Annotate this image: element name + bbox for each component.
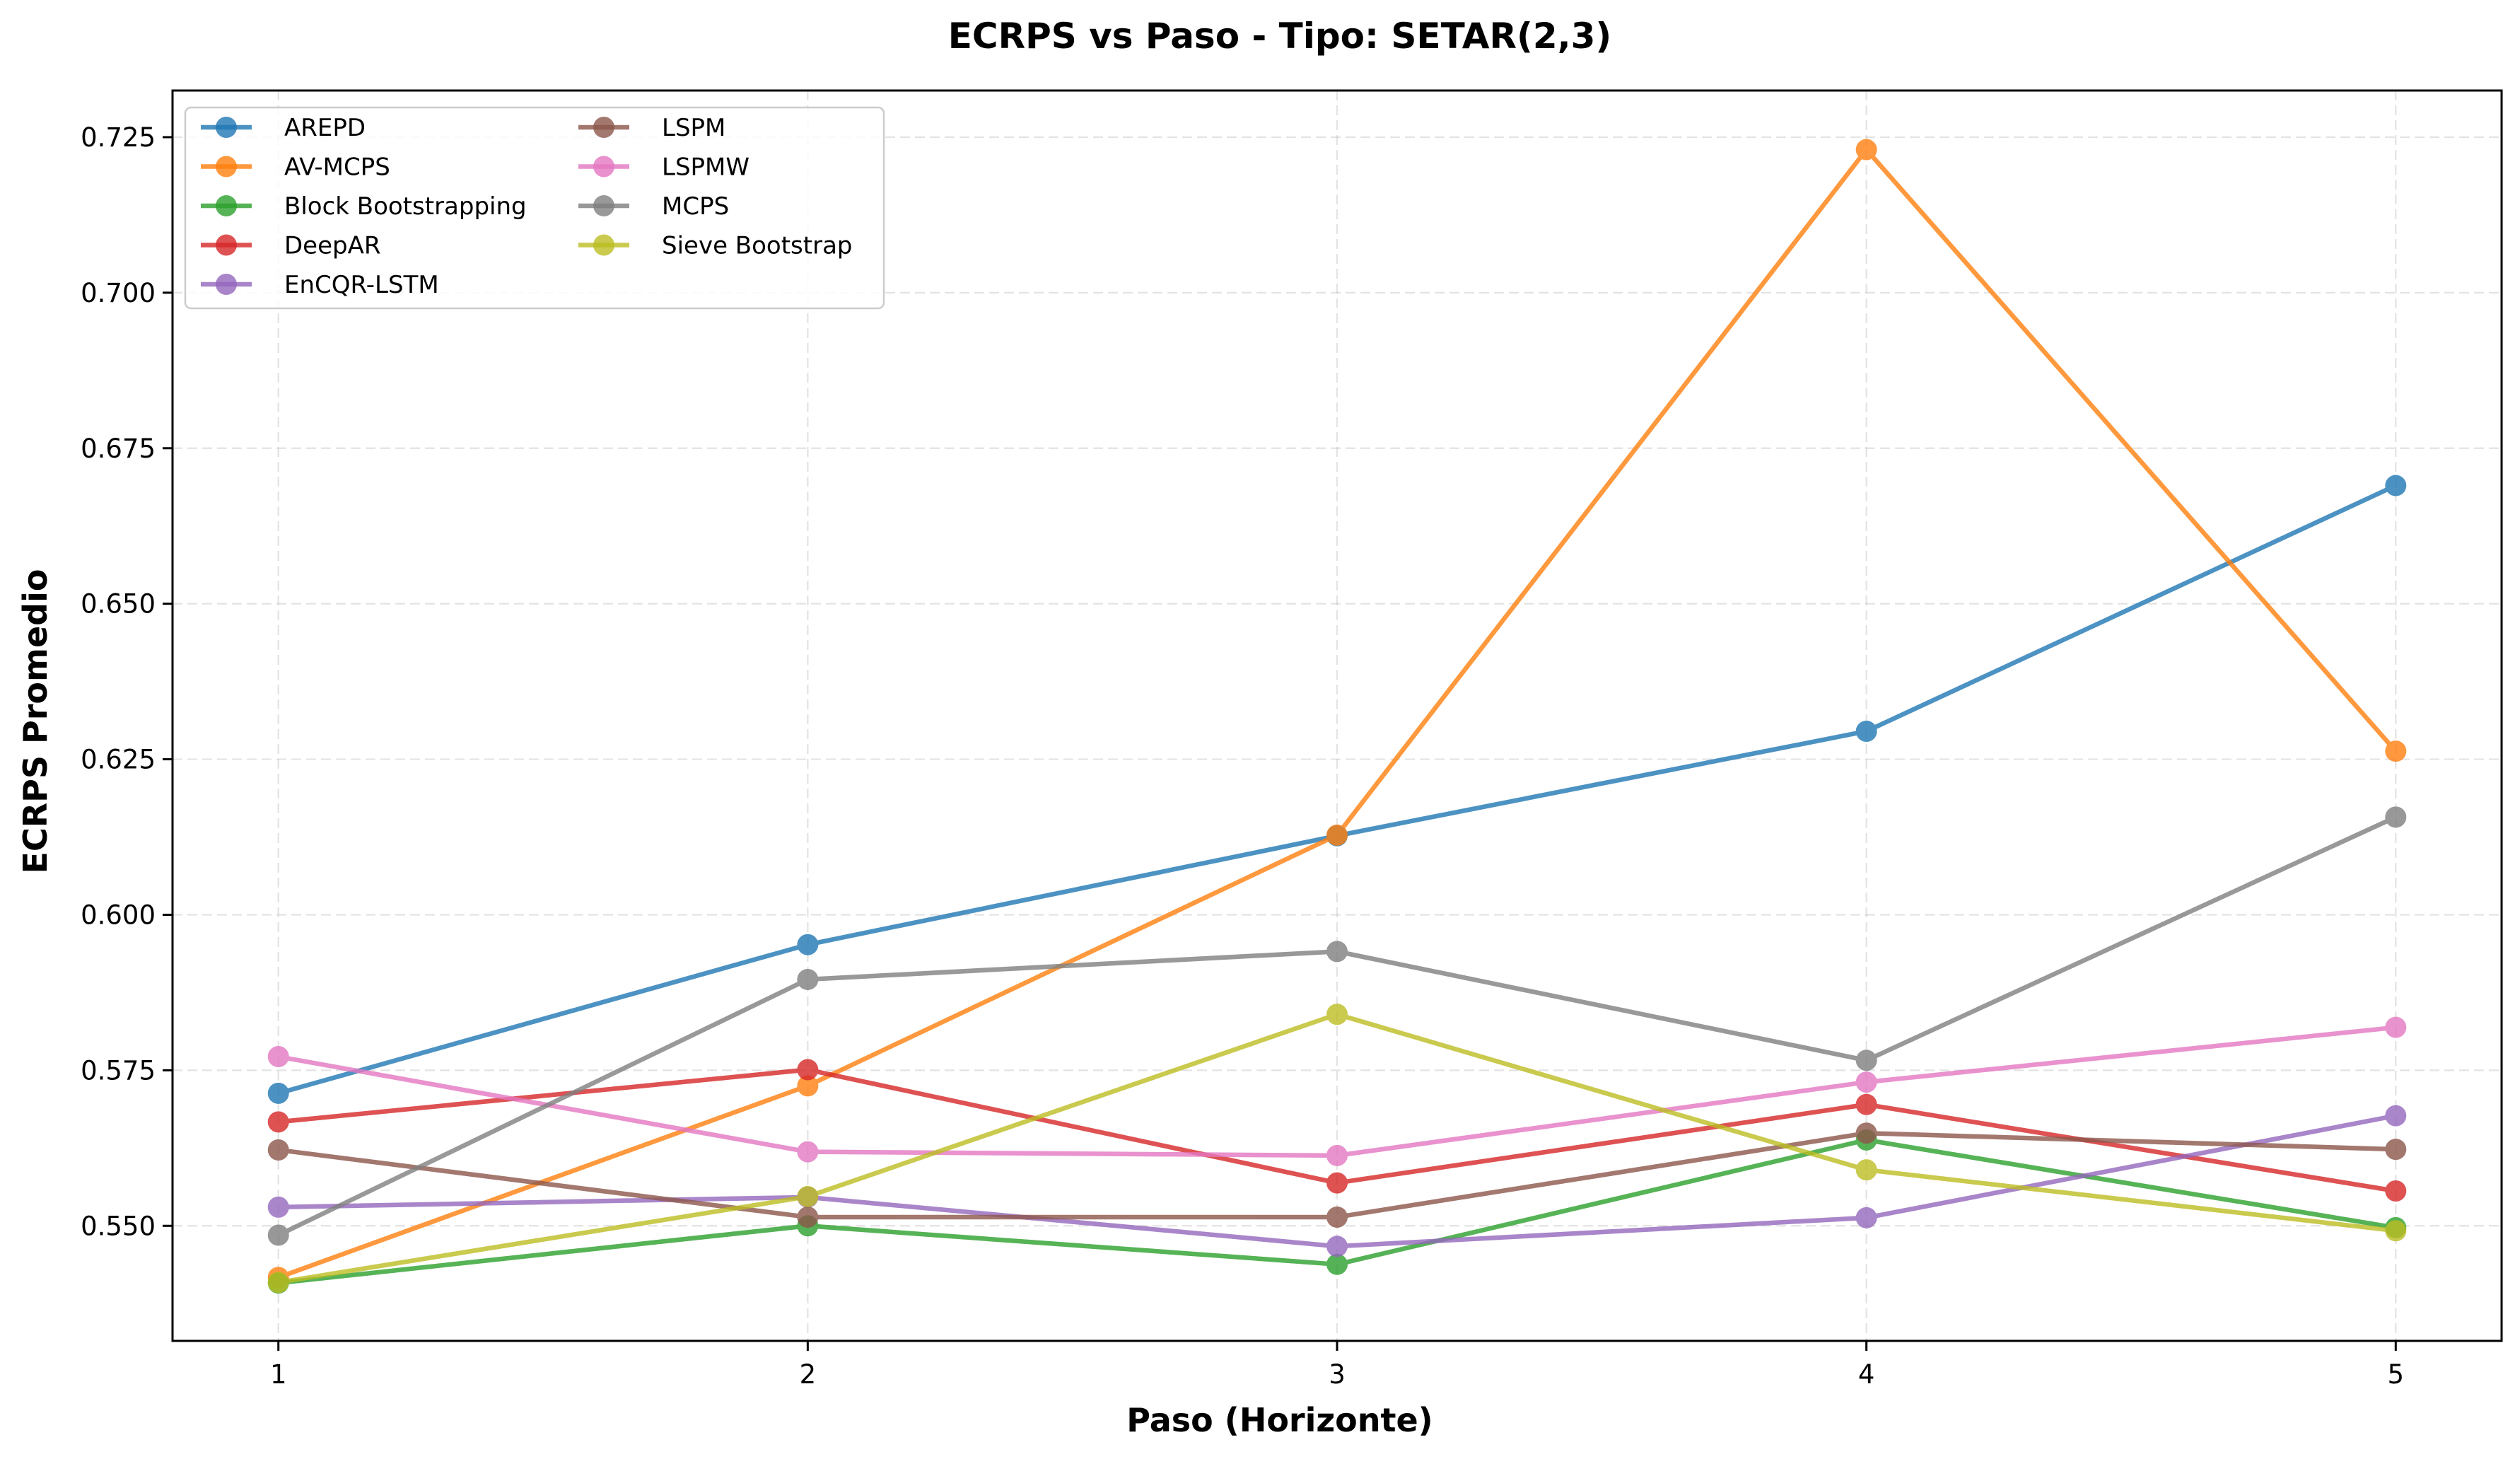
data-point [797, 1141, 819, 1163]
legend-entry: MCPS [578, 192, 729, 221]
y-tick-label: 0.700 [81, 278, 156, 308]
y-tick-label: 0.550 [81, 1211, 156, 1241]
y-tick-label: 0.625 [81, 745, 156, 775]
x-tick-label: 1 [270, 1359, 287, 1390]
data-point [1326, 1172, 1348, 1194]
data-point [267, 1082, 289, 1104]
legend-swatch-marker [216, 156, 237, 178]
data-point [797, 1206, 819, 1228]
legend-entry: AREPD [201, 114, 366, 142]
x-tick-label: 2 [800, 1359, 817, 1390]
legend-label: MCPS [662, 192, 729, 221]
legend-entry: Sieve Bootstrap [578, 232, 853, 260]
series-deepar [267, 1059, 2407, 1202]
series-lspm [267, 1122, 2407, 1228]
legend-entry: Block Bootstrapping [201, 192, 527, 221]
data-point [267, 1139, 289, 1161]
data-point [1855, 1159, 1877, 1181]
series-sieve-bootstrap [267, 1004, 2407, 1294]
data-point [1326, 1236, 1348, 1257]
y-tick-label: 0.600 [81, 900, 156, 930]
data-point [2385, 1220, 2407, 1242]
legend-swatch-marker [593, 234, 614, 256]
data-point [2385, 806, 2407, 828]
data-point [2385, 1105, 2407, 1127]
data-point [797, 1075, 819, 1097]
data-point [1326, 1004, 1348, 1025]
legend-swatch-marker [593, 117, 614, 138]
y-tick-label: 0.725 [81, 122, 156, 153]
data-point [267, 1224, 289, 1246]
legend-entry: DeepAR [201, 232, 380, 260]
legend-swatch-marker [216, 274, 237, 295]
legend-label: AV-MCPS [284, 153, 390, 182]
y-tick-label: 0.675 [81, 434, 156, 464]
data-point [2385, 740, 2407, 762]
legend-swatch-marker [216, 234, 237, 256]
series-lines [267, 139, 2407, 1294]
data-point [1855, 1071, 1877, 1093]
legend-swatch-marker [216, 195, 237, 216]
chart-title: ECRPS vs Paso - Tipo: SETAR(2,3) [948, 16, 1612, 57]
x-tick-label: 3 [1329, 1359, 1346, 1390]
data-point [1326, 824, 1348, 846]
legend-label: LSPM [662, 114, 725, 142]
legend-label: DeepAR [284, 232, 380, 260]
series-lspmw [267, 1016, 2407, 1166]
data-point [267, 1196, 289, 1218]
legend-entry: LSPM [578, 114, 725, 142]
legend-label: LSPMW [662, 153, 749, 182]
axis-ticks: 1 2 3 4 5 0.550 0.575 0.600 0.625 0.650 0.675 0.700… [81, 122, 2404, 1390]
data-point [1855, 139, 1877, 161]
y-tick-label: 0.575 [81, 1055, 156, 1086]
y-tick-label: 0.650 [81, 589, 156, 620]
data-point [797, 1059, 819, 1081]
legend-entry: LSPMW [578, 153, 749, 182]
data-point [1326, 1206, 1348, 1228]
data-point [267, 1046, 289, 1068]
x-axis-label: Paso (Horizonte) [1126, 1401, 1433, 1439]
data-point [797, 934, 819, 955]
series-mcps [267, 806, 2407, 1246]
legend: AREPD AV-MCPS Block Bootstrapping DeepAR EnC… [184, 106, 885, 310]
legend-box [184, 106, 885, 310]
legend-entry: AV-MCPS [201, 153, 390, 182]
x-tick-label: 4 [1858, 1359, 1875, 1390]
legend-swatch-marker [593, 195, 614, 216]
data-point [2385, 1139, 2407, 1161]
data-point [267, 1272, 289, 1294]
legend-label: AREPD [284, 114, 366, 142]
data-point [1326, 1144, 1348, 1166]
data-point [1855, 1050, 1877, 1071]
x-tick-label: 5 [2387, 1359, 2404, 1390]
data-point [1326, 941, 1348, 963]
legend-swatch-marker [593, 156, 614, 178]
legend-entry: EnCQR-LSTM [201, 271, 439, 299]
data-point [2385, 475, 2407, 496]
data-point [1855, 1093, 1877, 1115]
data-point [2385, 1180, 2407, 1202]
data-point [1855, 720, 1877, 742]
data-point [2385, 1016, 2407, 1038]
data-point [797, 1185, 819, 1207]
legend-label: EnCQR-LSTM [284, 271, 439, 299]
data-point [1855, 1207, 1877, 1228]
legend-swatch-marker [216, 117, 237, 138]
data-point [267, 1111, 289, 1133]
legend-label: Sieve Bootstrap [662, 232, 853, 260]
y-axis-label: ECRPS Promedio [16, 569, 54, 874]
data-point [1326, 1253, 1348, 1275]
data-point [797, 968, 819, 990]
legend-label: Block Bootstrapping [284, 192, 527, 221]
data-point [1855, 1122, 1877, 1144]
